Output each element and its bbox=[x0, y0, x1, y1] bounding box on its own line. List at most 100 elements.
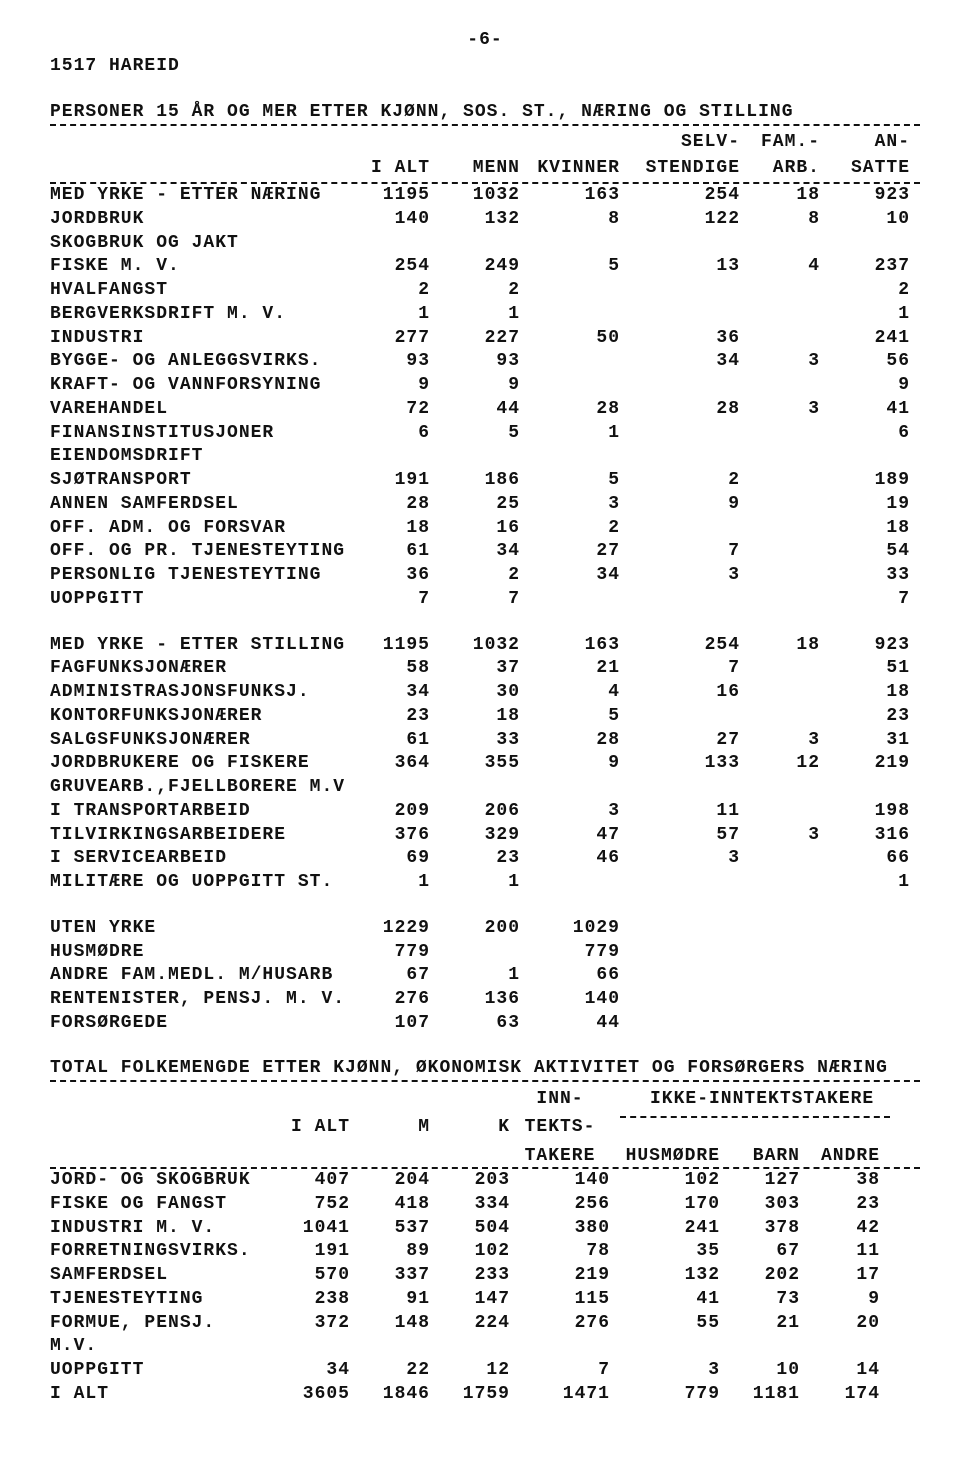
cell-andre: 23 bbox=[800, 1193, 880, 1217]
cell-an: 31 bbox=[820, 729, 910, 753]
cell-fam bbox=[740, 964, 820, 988]
section1-title: PERSONER 15 ÅR OG MER ETTER KJØNN, SOS. … bbox=[50, 102, 920, 122]
cell-menn: 227 bbox=[430, 327, 520, 351]
cell-ialt: 58 bbox=[350, 657, 430, 681]
cell-andre: 17 bbox=[800, 1264, 880, 1288]
cell-menn: 93 bbox=[430, 350, 520, 374]
cell-kvinner: 140 bbox=[520, 988, 620, 1012]
cell-fam bbox=[740, 374, 820, 398]
cell-ialt: 1 bbox=[350, 303, 430, 327]
table-row: OFF. ADM. OG FORSVAR1816218 bbox=[50, 517, 920, 541]
cell-ialt: 93 bbox=[350, 350, 430, 374]
cell-an bbox=[820, 776, 910, 800]
cell-kvinner: 46 bbox=[520, 847, 620, 871]
table-row: HUSMØDRE779779 bbox=[50, 941, 920, 965]
cell-selv bbox=[620, 705, 740, 729]
cell-an: 237 bbox=[820, 255, 910, 279]
col2-k: K bbox=[430, 1116, 510, 1139]
cell-m: 418 bbox=[350, 1193, 430, 1217]
cell-selv: 254 bbox=[620, 634, 740, 658]
cell-kvinner: 3 bbox=[520, 493, 620, 517]
row-label: INDUSTRI M. V. bbox=[50, 1217, 270, 1241]
cell-selv: 13 bbox=[620, 255, 740, 279]
cell-kvinner: 2 bbox=[520, 517, 620, 541]
row-label: KRAFT- OG VANNFORSYNING bbox=[50, 374, 350, 398]
row-label: OFF. ADM. OG FORSVAR bbox=[50, 517, 350, 541]
table-row: ANNEN SAMFERDSEL28253919 bbox=[50, 493, 920, 517]
table-row: FORSØRGEDE1076344 bbox=[50, 1012, 920, 1036]
cell-menn: 30 bbox=[430, 681, 520, 705]
cell-menn: 2 bbox=[430, 279, 520, 303]
cell-hus: 3 bbox=[610, 1359, 720, 1383]
cell-ialt: 191 bbox=[270, 1240, 350, 1264]
cell-ialt: 372 bbox=[270, 1312, 350, 1360]
row-label: EIENDOMSDRIFT bbox=[50, 445, 350, 469]
table1-body: MED YRKE - ETTER NÆRING11951032163254189… bbox=[50, 184, 920, 1036]
row-label: SALGSFUNKSJONÆRER bbox=[50, 729, 350, 753]
cell-fam: 18 bbox=[740, 634, 820, 658]
row-label: HVALFANGST bbox=[50, 279, 350, 303]
cell-k: 12 bbox=[430, 1359, 510, 1383]
cell-fam bbox=[740, 422, 820, 446]
table-row: SAMFERDSEL57033723321913220217 bbox=[50, 1264, 920, 1288]
col-ialt: I ALT bbox=[350, 158, 430, 178]
table-row: I SERVICEARBEID692346366 bbox=[50, 847, 920, 871]
row-label: OFF. OG PR. TJENESTEYTING bbox=[50, 540, 350, 564]
cell-ialt: 191 bbox=[350, 469, 430, 493]
cell-an: 41 bbox=[820, 398, 910, 422]
cell-menn: 1032 bbox=[430, 184, 520, 208]
cell-barn: 1181 bbox=[720, 1383, 800, 1407]
cell-menn: 186 bbox=[430, 469, 520, 493]
cell-ialt: 752 bbox=[270, 1193, 350, 1217]
cell-an: 33 bbox=[820, 564, 910, 588]
row-label: FISKE M. V. bbox=[50, 255, 350, 279]
row-label: MED YRKE - ETTER STILLING bbox=[50, 634, 350, 658]
cell-kvinner: 34 bbox=[520, 564, 620, 588]
cell-menn: 25 bbox=[430, 493, 520, 517]
cell-ialt: 3605 bbox=[270, 1383, 350, 1407]
cell-kvinner: 3 bbox=[520, 800, 620, 824]
cell-an bbox=[820, 941, 910, 965]
row-label: JORDBRUKERE OG FISKERE bbox=[50, 752, 350, 776]
cell-an: 316 bbox=[820, 824, 910, 848]
cell-kvinner: 28 bbox=[520, 729, 620, 753]
table-row: PERSONLIG TJENESTEYTING36234333 bbox=[50, 564, 920, 588]
cell-fam bbox=[740, 540, 820, 564]
row-label: PERSONLIG TJENESTEYTING bbox=[50, 564, 350, 588]
row-label: JORD- OG SKOGBRUK bbox=[50, 1169, 270, 1193]
table2-header-row1: INN- IKKE-INNTEKTSTAKERE bbox=[50, 1088, 920, 1111]
table-row: UTEN YRKE12292001029 bbox=[50, 917, 920, 941]
cell-ialt: 9 bbox=[350, 374, 430, 398]
cell-ialt: 1 bbox=[350, 871, 430, 895]
cell-menn bbox=[430, 232, 520, 256]
cell-k: 147 bbox=[430, 1288, 510, 1312]
table-row: FINANSINSTITUSJONER6516 bbox=[50, 422, 920, 446]
cell-selv: 34 bbox=[620, 350, 740, 374]
cell-selv: 7 bbox=[620, 657, 740, 681]
table-row: OFF. OG PR. TJENESTEYTING613427754 bbox=[50, 540, 920, 564]
col-inn3: TAKERE bbox=[510, 1145, 610, 1168]
cell-menn bbox=[430, 941, 520, 965]
table-row: SKOGBRUK OG JAKT bbox=[50, 232, 920, 256]
cell-fam: 3 bbox=[740, 729, 820, 753]
cell-an bbox=[820, 988, 910, 1012]
table-row: GRUVEARB.,FJELLBORERE M.V bbox=[50, 776, 920, 800]
cell-fam bbox=[740, 776, 820, 800]
cell-fam bbox=[740, 303, 820, 327]
col2-ialt: I ALT bbox=[270, 1116, 350, 1139]
cell-kvinner bbox=[520, 303, 620, 327]
cell-fam: 8 bbox=[740, 208, 820, 232]
cell-selv bbox=[620, 988, 740, 1012]
cell-hus: 132 bbox=[610, 1264, 720, 1288]
cell-selv: 36 bbox=[620, 327, 740, 351]
cell-m: 537 bbox=[350, 1217, 430, 1241]
cell-an: 198 bbox=[820, 800, 910, 824]
row-label: KONTORFUNKSJONÆRER bbox=[50, 705, 350, 729]
cell-ialt: 364 bbox=[350, 752, 430, 776]
cell-an: 923 bbox=[820, 184, 910, 208]
cell-m: 22 bbox=[350, 1359, 430, 1383]
cell-selv: 9 bbox=[620, 493, 740, 517]
cell-ialt: 1229 bbox=[350, 917, 430, 941]
row-label: ANNEN SAMFERDSEL bbox=[50, 493, 350, 517]
cell-ialt: 254 bbox=[350, 255, 430, 279]
